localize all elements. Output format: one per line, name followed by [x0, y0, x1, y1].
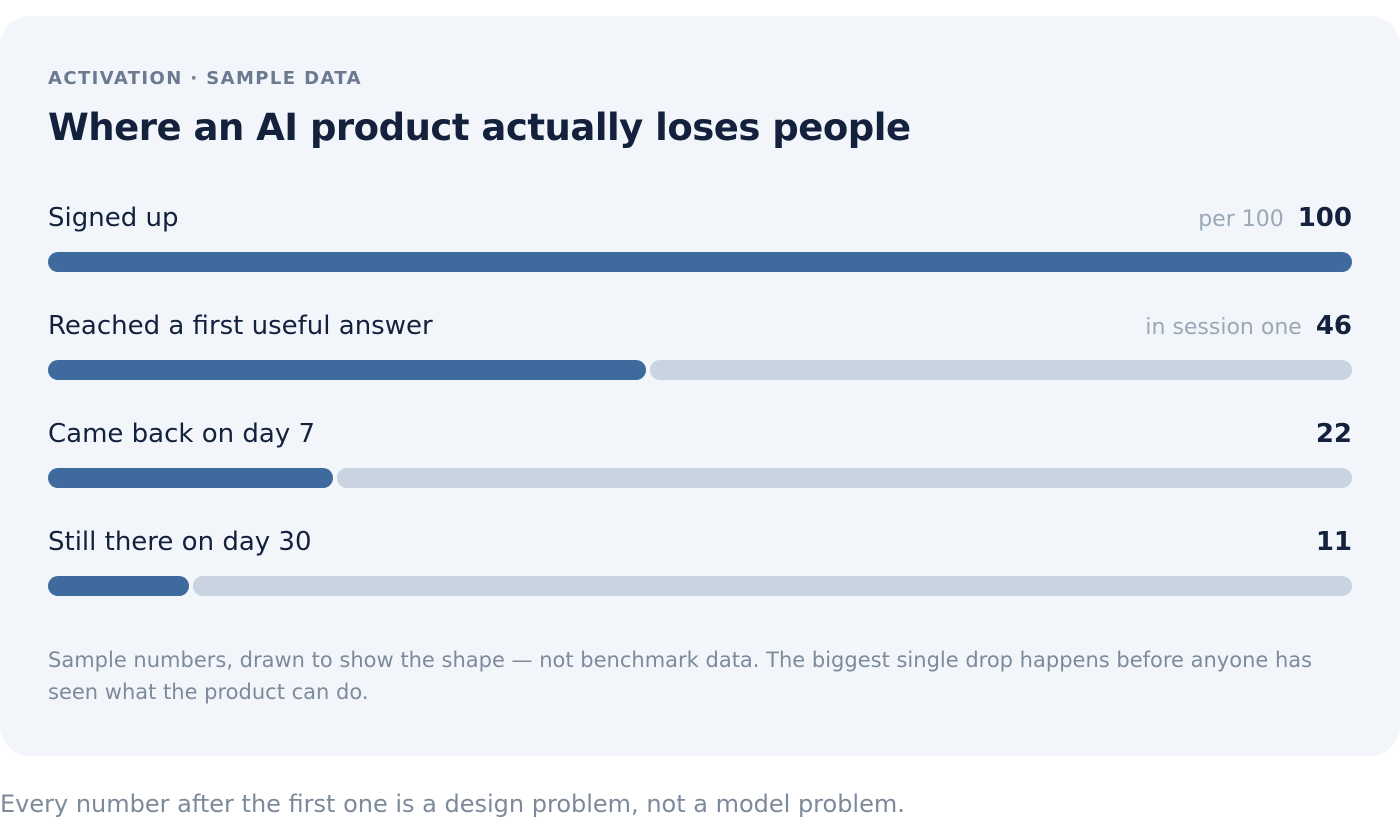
funnel-row: Still there on day 30 11	[48, 520, 1352, 628]
bar-fill	[48, 468, 333, 488]
row-value-group: 11	[1316, 524, 1352, 563]
chart-title: Where an AI product actually loses peopl…	[48, 106, 911, 149]
bar-remainder	[650, 360, 1352, 380]
row-label: Came back on day 7	[48, 419, 316, 449]
caption: Every number after the first one is a de…	[0, 790, 905, 818]
bar-fill	[48, 360, 646, 380]
bar-fill	[48, 576, 189, 596]
footnote: Sample numbers, drawn to show the shape …	[48, 648, 1313, 704]
bar-track	[48, 468, 1352, 488]
row-value: 46	[1315, 311, 1352, 341]
funnel-row: Reached a first useful answer in session …	[48, 304, 1352, 412]
row-note: per 100	[1198, 207, 1284, 232]
row-value-group: 22	[1316, 416, 1352, 455]
eyebrow-label: ACTIVATION · SAMPLE DATA	[48, 68, 362, 89]
row-value-group: per 100 100	[1198, 200, 1352, 239]
funnel-row: Signed up per 100 100	[48, 196, 1352, 304]
bar-track	[48, 576, 1352, 596]
row-label: Reached a first useful answer	[48, 311, 433, 341]
funnel-bars: Signed up per 100 100 Reached a first usefu…	[48, 196, 1352, 628]
bar-track	[48, 360, 1352, 380]
bar-fill	[48, 252, 1352, 272]
row-value: 11	[1315, 527, 1352, 557]
bar-track	[48, 252, 1352, 272]
row-value: 22	[1315, 419, 1352, 449]
chart-card: ACTIVATION · SAMPLE DATA Where an AI pro…	[0, 16, 1400, 756]
row-value-group: in session one 46	[1145, 308, 1352, 347]
row-value: 100	[1297, 203, 1352, 233]
funnel-row: Came back on day 7 22	[48, 412, 1352, 520]
bar-remainder	[193, 576, 1352, 596]
row-note: in session one	[1145, 315, 1302, 340]
row-label: Still there on day 30	[48, 527, 312, 557]
bar-remainder	[337, 468, 1352, 488]
row-label: Signed up	[48, 203, 179, 233]
